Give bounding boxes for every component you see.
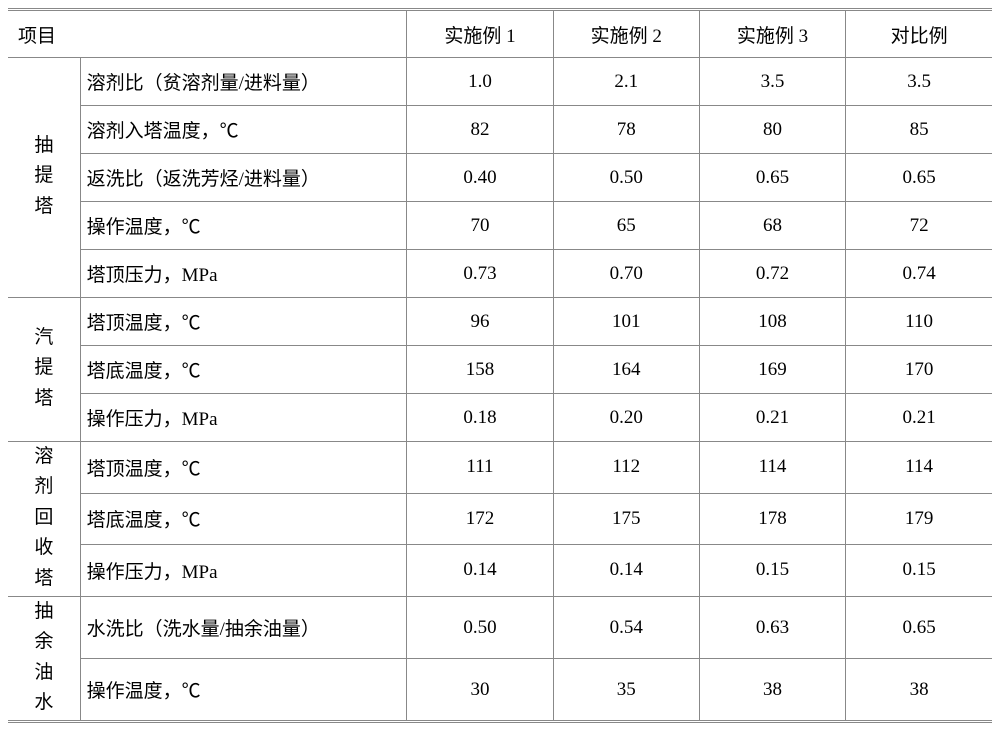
cell-value: 114	[846, 442, 992, 494]
cell-value: 0.73	[407, 250, 553, 298]
cell-value: 101	[553, 298, 699, 346]
cell-value: 3.5	[846, 58, 992, 106]
cell-value: 0.14	[407, 545, 553, 597]
param-label: 操作温度，℃	[80, 202, 407, 250]
param-label: 塔底温度，℃	[80, 493, 407, 545]
cell-value: 0.63	[699, 596, 845, 659]
param-label: 操作压力，MPa	[80, 545, 407, 597]
header-col-2: 实施例 3	[699, 10, 845, 58]
param-label: 操作压力，MPa	[80, 394, 407, 442]
cell-value: 80	[699, 106, 845, 154]
cell-value: 0.21	[846, 394, 992, 442]
cell-value: 175	[553, 493, 699, 545]
data-table: 项目实施例 1实施例 2实施例 3对比例抽提塔 溶剂比（贫溶剂量/进料量）1.02…	[8, 8, 992, 723]
cell-value: 172	[407, 493, 553, 545]
cell-value: 3.5	[699, 58, 845, 106]
cell-value: 38	[699, 659, 845, 722]
cell-value: 0.72	[699, 250, 845, 298]
cell-value: 68	[699, 202, 845, 250]
header-col-0: 实施例 1	[407, 10, 553, 58]
cell-value: 70	[407, 202, 553, 250]
cell-value: 0.15	[846, 545, 992, 597]
group-label-text-2: 溶剂回收塔	[32, 442, 55, 594]
cell-value: 30	[407, 659, 553, 722]
cell-value: 164	[553, 346, 699, 394]
cell-value: 178	[699, 493, 845, 545]
group-label-text-1: 汽提塔	[32, 323, 55, 414]
cell-value: 169	[699, 346, 845, 394]
cell-value: 2.1	[553, 58, 699, 106]
param-label: 溶剂入塔温度，℃	[80, 106, 407, 154]
cell-value: 0.20	[553, 394, 699, 442]
cell-value: 110	[846, 298, 992, 346]
cell-value: 65	[553, 202, 699, 250]
cell-value: 0.14	[553, 545, 699, 597]
cell-value: 78	[553, 106, 699, 154]
header-item: 项目	[8, 10, 407, 58]
cell-value: 0.18	[407, 394, 553, 442]
cell-value: 170	[846, 346, 992, 394]
param-label: 返洗比（返洗芳烃/进料量）	[80, 154, 407, 202]
cell-value: 179	[846, 493, 992, 545]
group-label-1: 汽提塔	[8, 298, 80, 442]
cell-value: 0.65	[846, 154, 992, 202]
cell-value: 112	[553, 442, 699, 494]
header-col-1: 实施例 2	[553, 10, 699, 58]
table-body: 项目实施例 1实施例 2实施例 3对比例抽提塔 溶剂比（贫溶剂量/进料量）1.02…	[8, 10, 992, 722]
param-label: 水洗比（洗水量/抽余油量）	[80, 596, 407, 659]
cell-value: 158	[407, 346, 553, 394]
param-label: 塔顶温度，℃	[80, 442, 407, 494]
cell-value: 114	[699, 442, 845, 494]
cell-value: 108	[699, 298, 845, 346]
cell-value: 0.65	[699, 154, 845, 202]
header-col-3: 对比例	[846, 10, 992, 58]
param-label: 操作温度，℃	[80, 659, 407, 722]
param-label: 塔底温度，℃	[80, 346, 407, 394]
cell-value: 0.54	[553, 596, 699, 659]
cell-value: 111	[407, 442, 553, 494]
cell-value: 85	[846, 106, 992, 154]
cell-value: 0.15	[699, 545, 845, 597]
cell-value: 96	[407, 298, 553, 346]
param-label: 溶剂比（贫溶剂量/进料量）	[80, 58, 407, 106]
cell-value: 0.74	[846, 250, 992, 298]
cell-value: 38	[846, 659, 992, 722]
group-label-text-3: 抽余油水	[32, 597, 55, 719]
cell-value: 0.21	[699, 394, 845, 442]
group-label-3: 抽余油水	[8, 596, 80, 721]
group-label-0: 抽提塔	[8, 58, 80, 298]
cell-value: 0.50	[407, 596, 553, 659]
cell-value: 1.0	[407, 58, 553, 106]
cell-value: 35	[553, 659, 699, 722]
cell-value: 82	[407, 106, 553, 154]
param-label: 塔顶温度，℃	[80, 298, 407, 346]
cell-value: 0.40	[407, 154, 553, 202]
group-label-text-0: 抽提塔	[32, 131, 55, 222]
param-label: 塔顶压力，MPa	[80, 250, 407, 298]
cell-value: 0.65	[846, 596, 992, 659]
cell-value: 0.70	[553, 250, 699, 298]
group-label-2: 溶剂回收塔	[8, 442, 80, 597]
cell-value: 0.50	[553, 154, 699, 202]
cell-value: 72	[846, 202, 992, 250]
